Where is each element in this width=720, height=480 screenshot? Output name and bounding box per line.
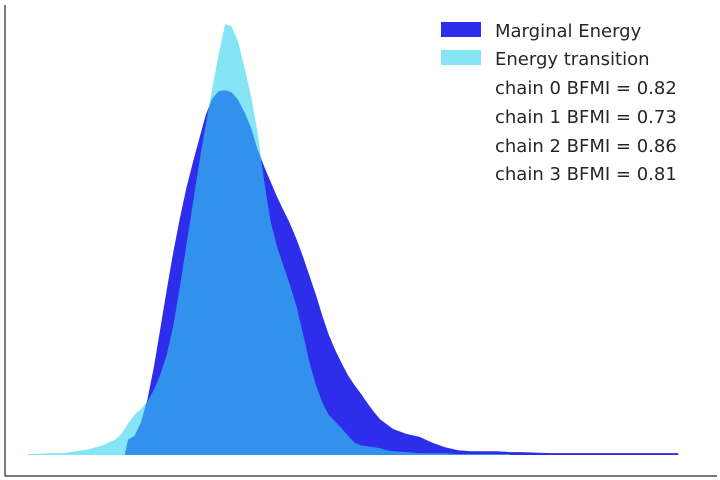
legend-bfmi-chain-3: chain 3 BFMI = 0.81 [495,164,677,185]
legend-bfmi-chain-1: chain 1 BFMI = 0.73 [495,107,677,128]
legend-label-marginal-energy: Marginal Energy [495,21,642,42]
legend-bfmi-chain-2: chain 2 BFMI = 0.86 [495,136,677,157]
legend-swatch-energy-transition [441,50,481,65]
density-area-energy-transition [27,24,510,455]
legend-label-energy-transition: Energy transition [495,49,650,70]
density-areas [27,24,679,455]
legend-swatch-marginal-energy [441,22,481,37]
legend-bfmi-chain-0: chain 0 BFMI = 0.82 [495,78,677,99]
legend: Marginal Energy Energy transition chain … [441,21,677,185]
